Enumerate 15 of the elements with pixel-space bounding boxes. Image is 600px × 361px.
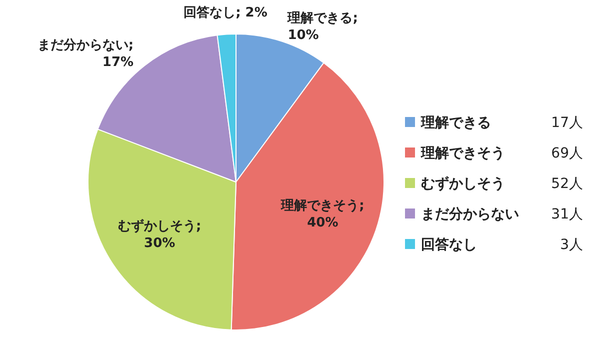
legend-label: 理解できそう: [420, 146, 505, 162]
text: 17人: [551, 115, 583, 131]
data-label: 理解できそう; 40%: [280, 198, 364, 230]
text: 3人: [560, 237, 583, 253]
legend-label: 理解できる: [420, 115, 491, 131]
data-label: 理解できる; 10%: [286, 10, 358, 43]
data-label: まだ分からない; 17%: [37, 38, 134, 70]
legend-label: むずかしそう: [421, 176, 505, 192]
text: 52人: [551, 176, 583, 192]
text: 69人: [551, 146, 583, 162]
data-label: むずかしそう; 30%: [118, 218, 202, 252]
legend-label: 回答なし: [421, 237, 477, 253]
text: 31人: [551, 206, 583, 222]
data-label: 回答なし; 2%: [184, 6, 268, 21]
legend-label: まだ分からない: [421, 206, 519, 222]
